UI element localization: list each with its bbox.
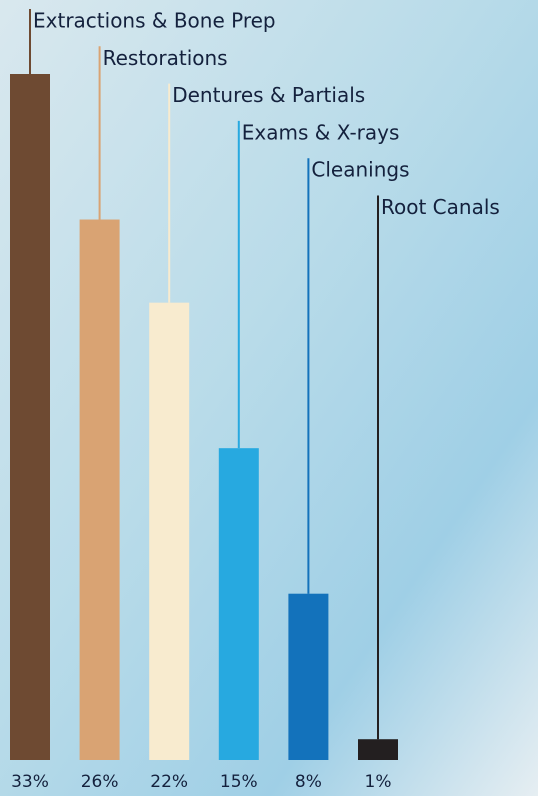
value-label: 15% — [220, 772, 258, 792]
category-label: Extractions & Bone Prep — [33, 9, 276, 33]
bar — [288, 594, 328, 760]
bar — [358, 739, 398, 760]
chart: Extractions & Bone Prep 33% Restorations 26… — [0, 0, 538, 796]
category-label: Exams & X-rays — [242, 120, 400, 144]
value-label: 8% — [295, 772, 322, 792]
bar — [149, 303, 189, 760]
category-label: Cleanings — [311, 158, 409, 182]
bar — [219, 448, 259, 760]
value-label: 1% — [365, 772, 392, 792]
category-label: Root Canals — [381, 195, 500, 219]
bar — [10, 74, 50, 760]
category-label: Dentures & Partials — [172, 83, 365, 107]
category-label: Restorations — [103, 46, 228, 70]
value-label: 26% — [81, 772, 119, 792]
value-label: 22% — [150, 772, 188, 792]
value-label: 33% — [11, 772, 49, 792]
bar — [80, 220, 120, 760]
